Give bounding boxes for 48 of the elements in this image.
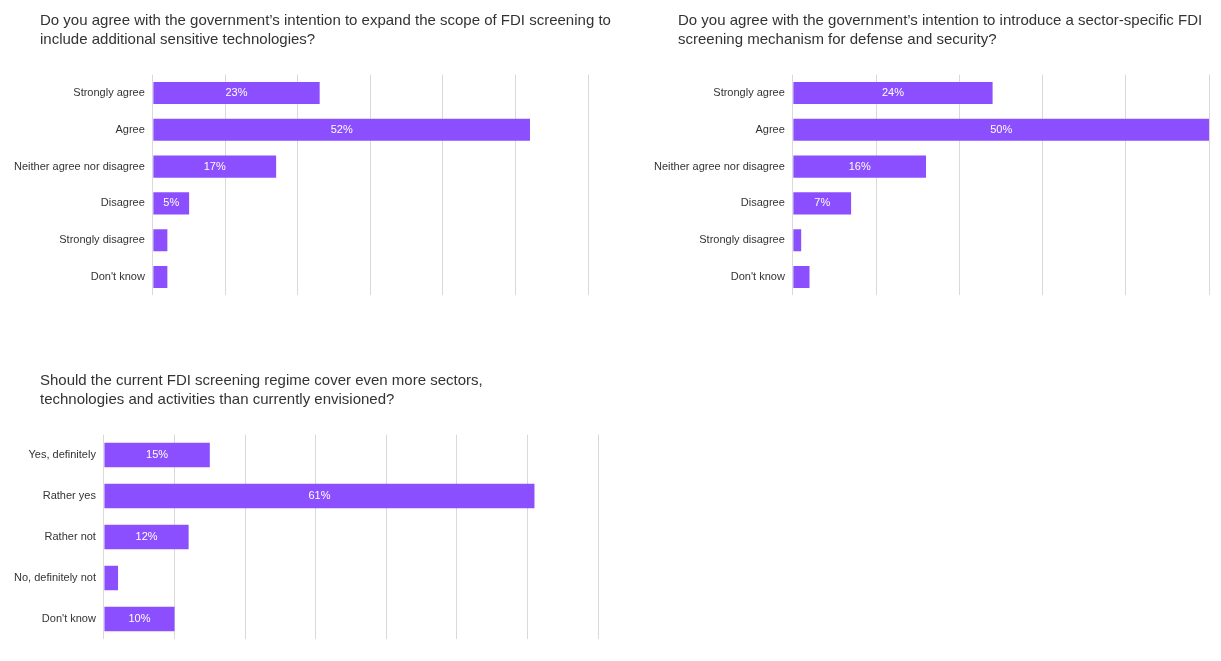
bar — [104, 606, 175, 632]
bar — [153, 229, 168, 252]
chart-title: Do you agree with the government’s intention to expand the scope of FDI screening to include additional sensitive technologies? — [40, 10, 612, 48]
data-label: 15% — [146, 448, 169, 461]
data-label: 61% — [308, 489, 331, 502]
bar — [793, 192, 852, 215]
y-tick-label: Strongly disagree — [699, 233, 785, 246]
data-label: 24% — [881, 86, 905, 99]
bar — [153, 155, 277, 178]
bar — [793, 229, 802, 252]
data-label: 50% — [990, 122, 1013, 135]
y-tick-label: Yes, definitely — [28, 448, 97, 461]
bar — [104, 524, 189, 550]
data-label: 12% — [135, 530, 158, 543]
bar — [153, 265, 168, 289]
bar — [793, 118, 1209, 141]
y-tick-label: Disagree — [100, 196, 145, 209]
y-tick-label: Neither agree nor disagree — [14, 159, 145, 172]
bar — [153, 118, 530, 141]
y-tick-label: Don't know — [90, 270, 145, 283]
bar — [793, 81, 993, 105]
y-tick-label: Agree — [115, 122, 145, 135]
y-tick-label: Strongly agree — [73, 86, 145, 99]
y-tick-label: No, definitely not — [14, 570, 96, 583]
y-tick-label: Don't know — [41, 611, 96, 624]
bar — [104, 483, 535, 509]
y-tick-label: Strongly disagree — [59, 233, 145, 246]
bar — [104, 565, 119, 591]
data-label: 10% — [128, 611, 151, 624]
y-tick-label: Disagree — [740, 196, 785, 209]
y-tick-label: Agree — [755, 122, 785, 135]
y-tick-label: Rather not — [44, 530, 96, 543]
y-tick-label: Don't know — [730, 270, 785, 283]
y-tick-label: Strongly agree — [713, 86, 785, 99]
data-label: 7% — [814, 196, 831, 209]
bar — [153, 81, 320, 105]
data-label: 52% — [330, 122, 353, 135]
data-label: 16% — [848, 159, 871, 172]
chart-title: Do you agree with the government’s intention to introduce a sector-specific FDI screening mechanism for defense and security? — [678, 10, 1204, 48]
data-label: 23% — [225, 86, 248, 99]
y-tick-label: Rather yes — [42, 489, 97, 502]
data-label: 5% — [163, 196, 180, 209]
chart-title: Should the current FDI screening regime cover even more sectors, technologies and activities than currently envisioned? — [40, 370, 484, 408]
bar — [104, 442, 210, 468]
y-tick-label: Neither agree nor disagree — [654, 159, 785, 172]
bar — [793, 155, 927, 178]
data-label: 17% — [203, 159, 226, 172]
bar — [793, 265, 810, 289]
